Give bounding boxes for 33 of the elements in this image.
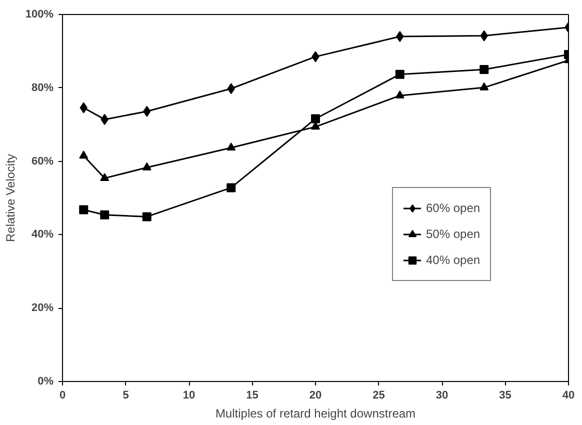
- point: [311, 114, 320, 124]
- y-tick-label: 20%: [31, 302, 54, 314]
- x-tick-label: 0: [59, 390, 66, 402]
- legend-label: 60% open: [426, 201, 480, 215]
- y-tick-label: 100%: [25, 8, 54, 20]
- point: [480, 65, 489, 74]
- x-tick-label: 5: [122, 390, 129, 402]
- point: [100, 173, 110, 181]
- legend-label: 40% open: [426, 253, 480, 267]
- x-tick-label: 25: [372, 390, 385, 402]
- point: [395, 70, 404, 79]
- y-tick-label: 0%: [38, 376, 54, 388]
- x-axis-title: Multiples of retard height downstream: [215, 406, 416, 420]
- point: [226, 183, 236, 192]
- point: [142, 162, 152, 170]
- y-axis-title: Relative Velocity: [3, 154, 18, 242]
- point: [79, 150, 88, 159]
- x-tick-label: 30: [436, 390, 448, 402]
- x-tick-label: 40: [562, 390, 575, 402]
- x-tick-label: 35: [499, 390, 512, 402]
- x-tick-label: 20: [309, 390, 322, 402]
- point: [79, 205, 88, 214]
- x-tick-label: 10: [182, 390, 196, 402]
- point: [480, 82, 489, 90]
- point: [142, 212, 152, 222]
- y-tick-label: 80%: [31, 82, 54, 94]
- y-tick-label: 40%: [31, 228, 54, 241]
- x-tick-label: 15: [246, 390, 258, 402]
- legend-label: 50% open: [426, 227, 480, 241]
- point: [226, 142, 236, 151]
- point: [395, 90, 404, 98]
- point: [100, 210, 110, 220]
- y-tick-label: 60%: [31, 155, 54, 168]
